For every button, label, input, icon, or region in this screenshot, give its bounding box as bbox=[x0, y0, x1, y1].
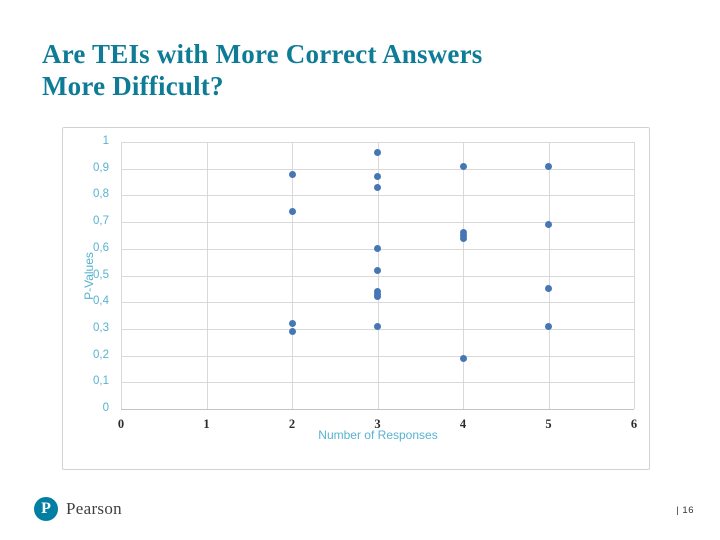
data-point bbox=[545, 221, 552, 229]
y-tick-label: 1 bbox=[102, 135, 109, 147]
slide-title-line2: More Difficult? bbox=[42, 71, 224, 102]
data-point bbox=[374, 293, 381, 301]
data-point bbox=[288, 207, 296, 215]
x-tick-label: 2 bbox=[288, 417, 296, 431]
pearson-logo-icon: P bbox=[34, 497, 58, 521]
data-point bbox=[545, 285, 552, 293]
y-tick-label: 0,5 bbox=[93, 268, 109, 281]
x-tick-label: 6 bbox=[630, 417, 638, 431]
slide-title-line1: Are TEIs with More Correct Answers bbox=[42, 39, 483, 69]
y-tick-label: 0,3 bbox=[93, 321, 109, 334]
y-tick-label: 0,4 bbox=[93, 295, 109, 308]
data-point bbox=[374, 173, 381, 181]
data-point bbox=[459, 354, 467, 362]
data-point bbox=[374, 149, 381, 157]
slide-title: Are TEIs with More Correct Answers More … bbox=[42, 38, 672, 103]
gridline bbox=[463, 142, 464, 409]
x-tick-label: 4 bbox=[459, 417, 467, 431]
page-number: | 16 bbox=[676, 505, 694, 516]
y-tick-label: 0 bbox=[102, 402, 109, 414]
y-tick-label: 0,2 bbox=[93, 348, 109, 361]
pearson-wordmark: Pearson bbox=[66, 499, 122, 518]
data-point bbox=[545, 322, 552, 330]
y-tick-label: 0,6 bbox=[93, 241, 109, 254]
x-tick-label: 1 bbox=[203, 417, 210, 431]
data-point bbox=[288, 328, 296, 336]
data-point bbox=[459, 234, 467, 242]
y-tick-label: 0,1 bbox=[93, 375, 109, 388]
gridline bbox=[634, 142, 635, 409]
data-point bbox=[288, 170, 296, 178]
data-point bbox=[374, 183, 381, 191]
data-point bbox=[374, 245, 381, 253]
x-tick-label: 5 bbox=[545, 417, 552, 431]
data-point bbox=[545, 162, 552, 170]
gridline bbox=[292, 142, 293, 409]
y-tick-label: 0,8 bbox=[93, 188, 109, 201]
x-axis-line bbox=[121, 409, 634, 410]
plot-area: 0 0,1 0,2 0,3 0,4 0,5 0,6 0,7 0,8 0,9 1 0 1 2 3 4 5 6 bbox=[63, 128, 649, 469]
gridline bbox=[206, 142, 208, 409]
y-axis-title: P-Values bbox=[82, 252, 96, 300]
gridline bbox=[548, 142, 550, 409]
scatter-chart: 0 0,1 0,2 0,3 0,4 0,5 0,6 0,7 0,8 0,9 1 0 1 2 3 4 5 6 Num… bbox=[62, 127, 650, 470]
x-tick-label: 0 bbox=[117, 417, 125, 431]
pearson-logo: P Pearson bbox=[34, 497, 122, 521]
gridline bbox=[121, 142, 122, 409]
y-tick-label: 0,9 bbox=[93, 161, 109, 174]
data-point bbox=[459, 162, 467, 170]
gridline bbox=[377, 142, 379, 409]
data-point bbox=[374, 266, 381, 274]
x-tick-label: 3 bbox=[374, 417, 381, 431]
data-point bbox=[288, 320, 296, 328]
data-point bbox=[374, 322, 381, 330]
y-tick-label: 0,7 bbox=[93, 215, 109, 228]
x-axis-title: Number of Responses bbox=[318, 428, 438, 442]
